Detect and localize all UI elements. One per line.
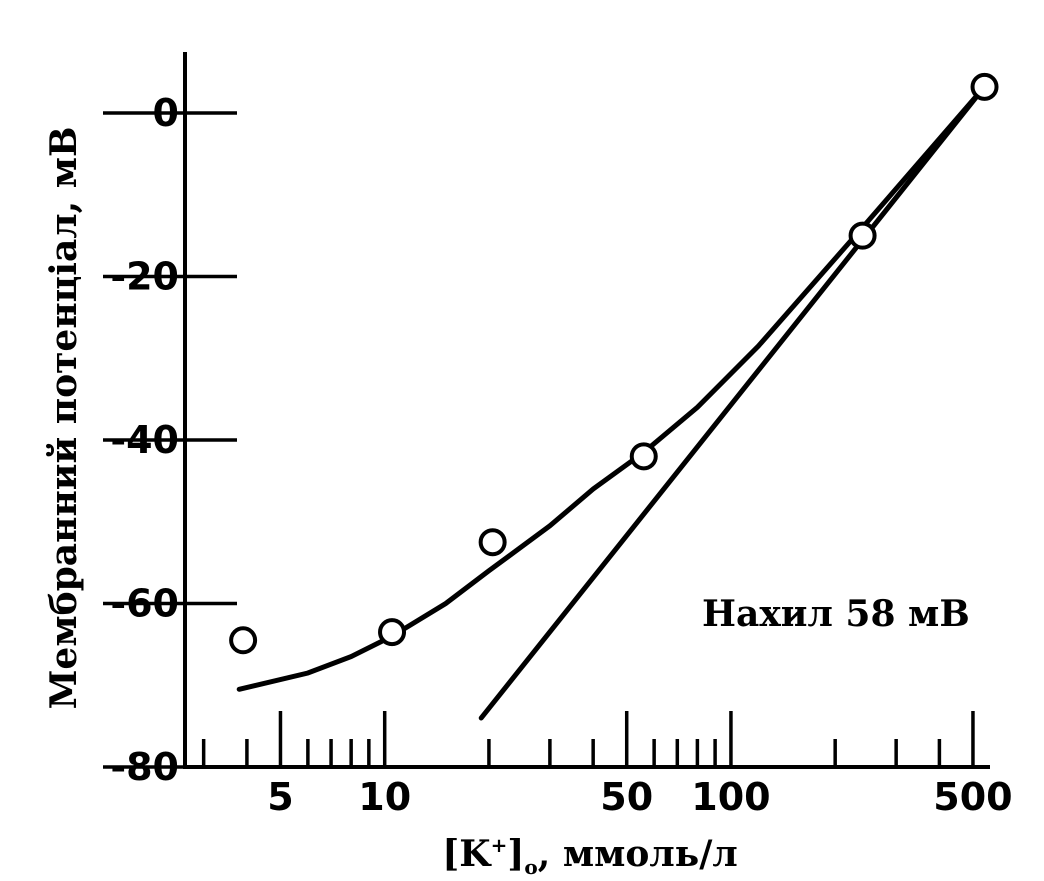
x-tick-label: 5	[267, 775, 293, 819]
data-point	[629, 442, 658, 471]
y-tick-label: -80	[110, 745, 179, 789]
x-axis-title: [K+]o, ммоль/л	[442, 833, 737, 879]
y-tick-label: -40	[110, 418, 179, 462]
y-tick-label: -60	[110, 582, 179, 626]
data-point	[229, 626, 258, 655]
x-axis-title-main: [K	[442, 833, 492, 875]
data-point	[478, 528, 507, 557]
y-tick-label: 0	[153, 91, 179, 135]
x-tick-label: 10	[358, 775, 411, 819]
fit-curve	[236, 84, 987, 692]
x-axis-title-tail: , ммоль/л	[538, 833, 738, 875]
x-axis-title-sub: o	[524, 855, 537, 879]
x-tick-label: 100	[691, 775, 770, 819]
slope-58mv-line	[478, 84, 987, 721]
x-axis-title-sup: +	[491, 833, 508, 857]
data-point	[378, 618, 407, 647]
y-tick-label: -20	[110, 255, 179, 299]
axes: 0 -20 -40 -60 -80 5 10 50 100 500	[103, 52, 1013, 819]
data-point	[970, 72, 999, 101]
slope-annotation: Нахил 58 мВ	[702, 593, 970, 635]
data-point	[848, 221, 877, 250]
series-layer	[229, 72, 999, 721]
x-tick-label: 500	[933, 775, 1012, 819]
y-axis-title: Мембранний потенціал, мВ	[43, 127, 85, 710]
x-axis-title-bracket: ]	[507, 833, 524, 875]
x-tick-label: 50	[600, 775, 653, 819]
